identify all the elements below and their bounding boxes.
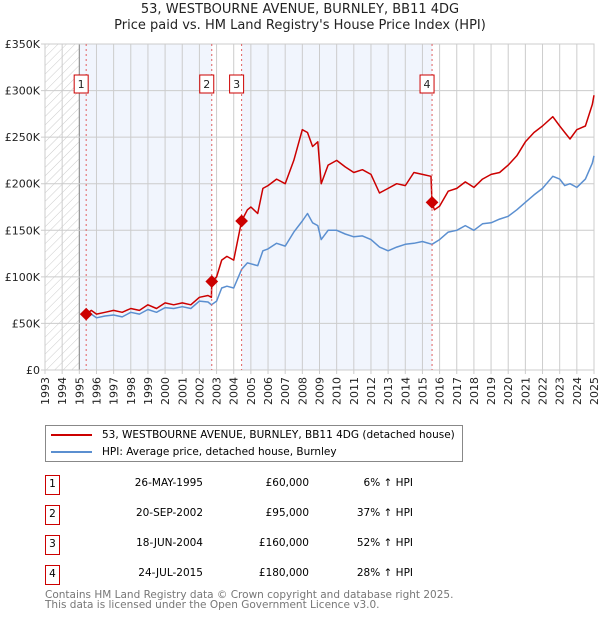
sale-hpi-diff: 6% ↑ HPI xyxy=(363,477,413,489)
sale-number: 3 xyxy=(45,535,60,555)
sale-date: 24-JUL-2015 xyxy=(138,567,203,579)
y-tick-label: £0 xyxy=(26,364,40,377)
sale-point xyxy=(205,275,219,288)
x-tick-label: 2019 xyxy=(485,377,498,405)
x-tick-label: 1997 xyxy=(108,377,121,405)
x-tick-label: 2021 xyxy=(519,377,532,405)
sale-marker-box xyxy=(419,74,435,94)
x-tick-label: 2020 xyxy=(502,377,515,405)
sale-price: £60,000 xyxy=(265,477,309,489)
price-chart: 1993 1994 1995 1996 1997 1998 1999 2000 2001 2002… xyxy=(5,38,600,405)
sale-price: £180,000 xyxy=(258,567,309,579)
x-tick-label: 2008 xyxy=(296,377,309,405)
chart-subtitle: Price paid vs. HM Land Registry's House … xyxy=(114,18,486,33)
x-tick-label: 2004 xyxy=(228,377,241,405)
legend-label-property: 53, WESTBOURNE AVENUE, BURNLEY, BB11 4DG… xyxy=(102,429,455,441)
x-tick-label: 2000 xyxy=(159,377,172,405)
legend: 53, WESTBOURNE AVENUE, BURNLEY, BB11 4DG… xyxy=(45,425,463,462)
x-tick-label: 2006 xyxy=(262,377,275,405)
x-tick-label: 2005 xyxy=(245,377,258,405)
sale-date: 20-SEP-2002 xyxy=(135,507,203,519)
x-tick-label: 2012 xyxy=(365,377,378,405)
x-tick-label: 1999 xyxy=(142,377,155,405)
legend-swatch-hpi xyxy=(51,451,92,453)
x-tick-label: 1995 xyxy=(73,377,86,405)
property-price-line xyxy=(85,95,595,315)
sale-marker-box xyxy=(229,74,245,94)
x-tick-label: 2007 xyxy=(279,377,292,405)
sale-hpi-diff: 28% ↑ HPI xyxy=(356,567,413,579)
sale-number: 1 xyxy=(45,475,60,495)
y-tick-label: £350K xyxy=(5,38,41,51)
x-tick-label: 2009 xyxy=(314,377,327,405)
sale-date: 26-MAY-1995 xyxy=(134,477,203,489)
sale-marker-label: 1 xyxy=(78,78,85,91)
x-tick-label: 2002 xyxy=(193,377,206,405)
sale-marker-label: 2 xyxy=(203,78,210,91)
x-tick-label: 2001 xyxy=(176,377,189,405)
sale-marker-label: 3 xyxy=(233,78,240,91)
x-tick-label: 1998 xyxy=(125,377,138,405)
x-tick-label: 2014 xyxy=(399,377,412,405)
x-tick-label: 2023 xyxy=(554,377,567,405)
legend-label-hpi: HPI: Average price, detached house, Burn… xyxy=(102,446,337,458)
sale-marker-label: 4 xyxy=(424,78,431,91)
x-tick-label: 2018 xyxy=(468,377,481,405)
x-tick-label: 2016 xyxy=(434,377,447,405)
sale-date: 18-JUN-2004 xyxy=(136,537,203,549)
y-tick-label: £200K xyxy=(5,178,41,191)
sale-point xyxy=(235,214,248,228)
x-tick-label: 2017 xyxy=(451,377,464,405)
x-tick-label: 2010 xyxy=(331,377,344,405)
x-tick-label: 2003 xyxy=(211,377,224,405)
hpi-line xyxy=(85,155,595,319)
x-tick-label: 1994 xyxy=(56,377,69,405)
x-tick-label: 2025 xyxy=(588,377,600,405)
y-tick-label: £50K xyxy=(12,317,41,330)
chart-title: 53, WESTBOURNE AVENUE, BURNLEY, BB11 4DG xyxy=(140,2,460,17)
y-tick-label: £150K xyxy=(5,224,41,237)
sale-point xyxy=(425,195,439,209)
sale-marker-box xyxy=(199,74,215,94)
x-tick-label: 2013 xyxy=(382,377,395,405)
y-tick-label: £100K xyxy=(5,271,41,284)
y-tick-label: £300K xyxy=(5,85,41,98)
x-tick-label: 2022 xyxy=(537,377,550,405)
sale-hpi-diff: 37% ↑ HPI xyxy=(356,507,413,519)
attribution: Contains HM Land Registry data © Crown c… xyxy=(45,589,454,611)
x-tick-label: 1993 xyxy=(39,377,52,405)
sale-price: £160,000 xyxy=(258,537,309,549)
ownership-shade-1 xyxy=(79,44,212,370)
sale-number: 2 xyxy=(45,505,60,525)
sale-price: £95,000 xyxy=(265,507,309,519)
sale-marker-box xyxy=(73,74,89,94)
x-tick-label: 1996 xyxy=(90,377,103,405)
x-tick-label: 2015 xyxy=(416,377,429,405)
x-tick-label: 2011 xyxy=(348,377,361,405)
x-tick-label: 2024 xyxy=(571,377,584,405)
legend-swatch-property xyxy=(51,434,92,436)
sale-hpi-diff: 52% ↑ HPI xyxy=(356,537,413,549)
attribution-line-2: This data is licensed under the Open Gov… xyxy=(45,599,380,611)
sale-point xyxy=(79,307,93,321)
sale-number: 4 xyxy=(45,565,60,585)
y-tick-label: £250K xyxy=(5,131,41,144)
attribution-line-1: Contains HM Land Registry data © Crown c… xyxy=(45,589,454,601)
